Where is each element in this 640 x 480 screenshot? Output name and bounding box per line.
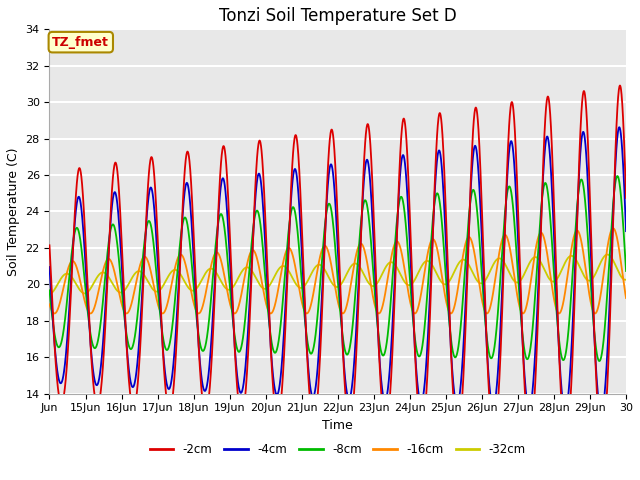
Text: TZ_fmet: TZ_fmet xyxy=(52,36,109,48)
Y-axis label: Soil Temperature (C): Soil Temperature (C) xyxy=(7,147,20,276)
X-axis label: Time: Time xyxy=(323,419,353,432)
Legend: -2cm, -4cm, -8cm, -16cm, -32cm: -2cm, -4cm, -8cm, -16cm, -32cm xyxy=(145,438,531,461)
Title: Tonzi Soil Temperature Set D: Tonzi Soil Temperature Set D xyxy=(219,7,456,25)
